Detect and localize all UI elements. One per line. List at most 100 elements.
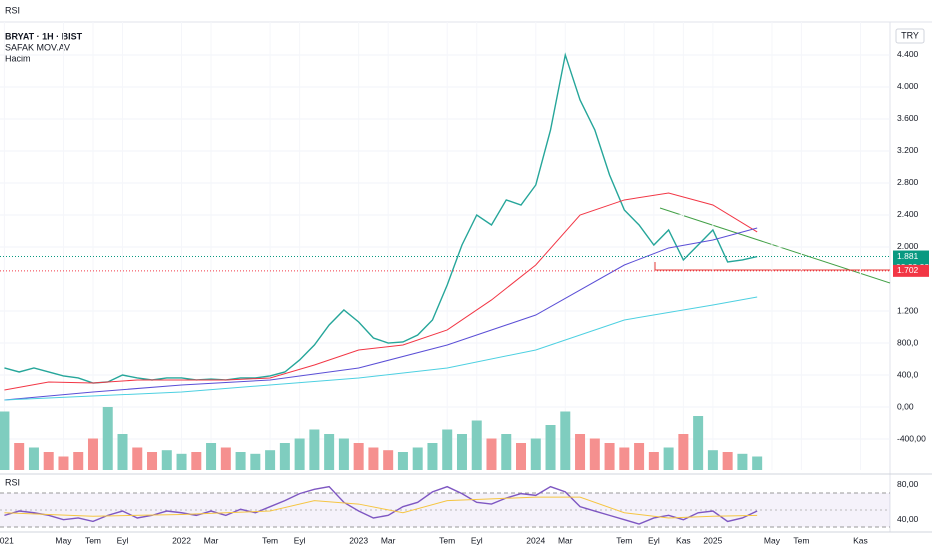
volume-bar — [28, 447, 39, 470]
trend-line — [659, 207, 891, 284]
volume-bar — [176, 453, 187, 470]
volume-bar — [456, 434, 467, 470]
x-tick-label: Eyl — [471, 535, 483, 545]
volume-bar — [368, 447, 379, 470]
price-label: 1.881 — [897, 251, 919, 261]
volume-bar — [265, 450, 276, 470]
volume-bar — [58, 456, 69, 470]
volume-bar — [634, 443, 645, 470]
volume-bar — [309, 429, 320, 470]
series-line — [4, 296, 758, 401]
symbol: BRYAT · 1H · BIST — [5, 31, 83, 41]
volume-bar — [737, 453, 748, 470]
volume-bar — [206, 443, 217, 470]
volume-bar — [220, 447, 231, 470]
volume-bar — [161, 450, 172, 470]
volume-bar — [589, 438, 600, 470]
volume-bar — [427, 443, 438, 470]
volume-bar — [530, 438, 541, 470]
volume-bar — [87, 438, 98, 470]
volume-bar — [338, 438, 349, 470]
volume-bar — [604, 443, 615, 470]
volume-bar — [693, 416, 704, 470]
volume-bar — [575, 434, 586, 470]
y-tick-label: 2.400 — [897, 209, 919, 219]
x-tick-label: Mar — [558, 535, 573, 545]
volume-label: Hacim — [5, 53, 31, 63]
x-tick-label: 2024 — [526, 535, 545, 545]
volume-bar — [132, 447, 143, 470]
y-tick-label: 2.000 — [897, 241, 919, 251]
tab-label: RSI — [5, 5, 20, 15]
x-tick-label: Eyl — [648, 535, 660, 545]
volume-bar — [560, 411, 571, 470]
volume-bar — [752, 456, 763, 470]
volume-bar — [722, 452, 733, 470]
x-tick-label: Kas — [853, 535, 868, 545]
x-tick-label: Mar — [381, 535, 396, 545]
x-tick-label: Tem — [439, 535, 455, 545]
x-tick-label: May — [55, 535, 72, 545]
x-tick-label: May — [764, 535, 781, 545]
series-line — [4, 52, 758, 384]
y-tick-label: 2.800 — [897, 177, 919, 187]
x-tick-label: Kas — [676, 535, 691, 545]
x-tick-label: Eyl — [117, 535, 129, 545]
series-line — [4, 192, 758, 391]
volume-bar — [545, 425, 556, 470]
volume-bar — [442, 429, 453, 470]
volume-bar — [501, 434, 512, 470]
y-tick-label: 3.200 — [897, 145, 919, 155]
indicator: SAFAK MOV.AV — [5, 42, 70, 52]
series-line — [4, 227, 758, 401]
x-tick-label: Mar — [204, 535, 219, 545]
volume-bar — [279, 443, 290, 470]
y-tick-label: 1.200 — [897, 305, 919, 315]
volume-bar — [353, 443, 364, 470]
volume-bar — [73, 452, 84, 470]
price-label: 1.702 — [897, 265, 919, 275]
volume-bar — [471, 420, 482, 470]
y-tick-label: 3.600 — [897, 113, 919, 123]
volume-bar — [648, 452, 659, 470]
volume-bar — [102, 407, 113, 470]
volume-bar — [14, 443, 25, 470]
volume-bar — [191, 452, 202, 470]
currency-box[interactable] — [895, 28, 925, 44]
volume-bar — [619, 447, 630, 470]
currency[interactable]: TRY — [901, 30, 919, 40]
y-tick-label: 4.400 — [897, 49, 919, 59]
x-tick-label: Tem — [85, 535, 101, 545]
volume-bar — [324, 434, 335, 470]
volume-bar — [678, 434, 689, 470]
volume-bar — [147, 452, 158, 470]
x-tick-label: 2022 — [172, 535, 191, 545]
x-tick-label: Eyl — [294, 535, 306, 545]
x-tick-label: Tem — [616, 535, 632, 545]
x-tick-label: 2023 — [349, 535, 368, 545]
y-tick-label: 0,00 — [897, 401, 914, 411]
series-line — [4, 496, 758, 519]
y-tick-label: 4.000 — [897, 81, 919, 91]
series-line — [4, 485, 758, 525]
volume-bar — [0, 411, 10, 470]
volume-bar — [250, 453, 261, 470]
rsi-title: RSI — [5, 477, 20, 487]
x-tick-label: 2021 — [0, 535, 14, 545]
volume-bar — [397, 452, 408, 470]
x-tick-label: Tem — [262, 535, 278, 545]
volume-bar — [43, 452, 54, 470]
volume-bar — [235, 452, 246, 470]
y-tick-label: 80,00 — [897, 479, 919, 489]
price-label-box — [893, 264, 929, 277]
x-tick-label: Tem — [793, 535, 809, 545]
volume-bar — [516, 443, 527, 470]
x-tick-label: 2025 — [703, 535, 722, 545]
y-tick-label: 800,0 — [897, 337, 919, 347]
volume-bar — [117, 434, 128, 470]
volume-bar — [383, 450, 394, 470]
volume-bar — [294, 438, 305, 470]
volume-bar — [663, 447, 674, 470]
